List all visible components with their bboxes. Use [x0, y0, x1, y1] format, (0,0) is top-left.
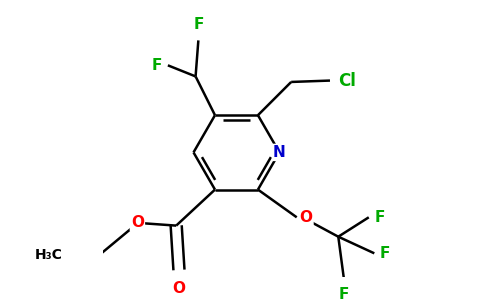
Text: O: O	[131, 215, 144, 230]
Text: F: F	[380, 246, 390, 261]
Text: O: O	[300, 210, 313, 225]
Text: F: F	[193, 17, 204, 32]
Text: F: F	[374, 210, 385, 225]
Text: N: N	[273, 145, 286, 160]
Text: H₃C: H₃C	[35, 248, 62, 262]
Text: F: F	[152, 58, 162, 73]
Text: O: O	[172, 281, 185, 296]
Text: Cl: Cl	[338, 72, 356, 90]
Text: F: F	[339, 286, 349, 300]
